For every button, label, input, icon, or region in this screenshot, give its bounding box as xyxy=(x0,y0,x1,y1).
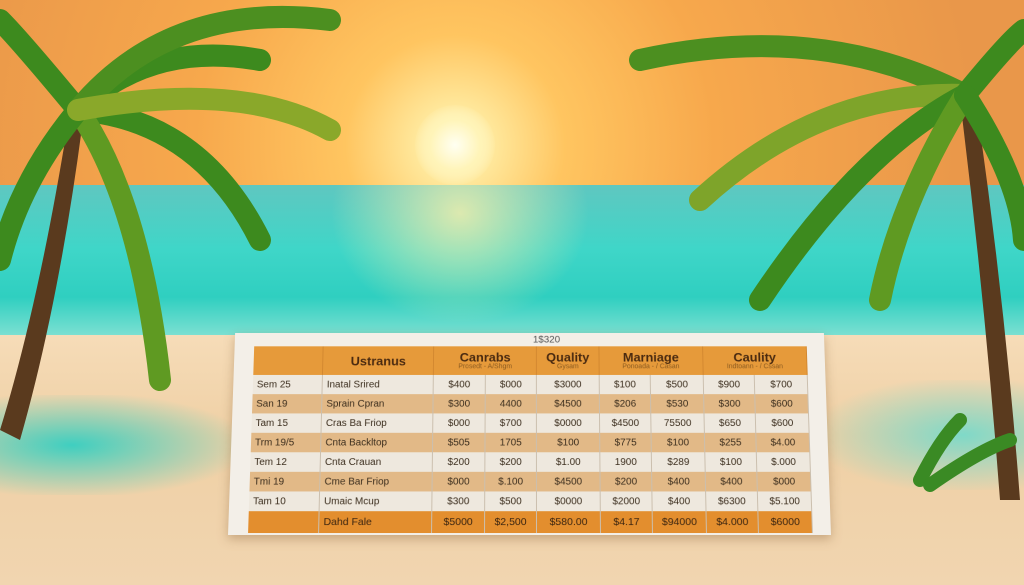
table-cell: 1705 xyxy=(484,432,537,453)
table-row: Tam 15 Cras Ba Friop $000 $700 $0000 $4500 755… xyxy=(251,413,810,433)
table-cell: Tem 12 xyxy=(250,452,321,472)
header-cell: Caulity Indtoann - / Cssan xyxy=(702,346,808,375)
table-cell: $200 xyxy=(432,452,485,472)
table-cell: Cnta Crauan xyxy=(320,452,433,472)
table-cell: $6000 xyxy=(758,511,813,534)
table-cell: Trm 19/5 xyxy=(250,432,322,453)
table-cell: $530 xyxy=(650,394,704,414)
table-row: San 19 Sprain Cpran $300 4400 $4500 $206 $530 $… xyxy=(251,394,809,414)
header-cell: Marniage Ponoada - / Casan xyxy=(598,346,704,375)
table-cell: $300 xyxy=(433,394,486,414)
table-cell: $206 xyxy=(599,394,652,414)
table-cell: Sem 25 xyxy=(252,374,323,395)
table-cell xyxy=(248,511,320,534)
board-title: 1$320 xyxy=(532,334,561,346)
palm-tree-right xyxy=(629,19,1024,500)
table-cell: $000 xyxy=(432,413,485,433)
table-cell: $2000 xyxy=(600,491,653,512)
table-cell: $.000 xyxy=(756,452,811,472)
table-cell: $100 xyxy=(599,374,651,395)
table-cell: $000 xyxy=(432,471,485,492)
table-cell: $5.100 xyxy=(757,491,812,512)
table-cell: 4400 xyxy=(484,394,537,414)
header-cell: Ustranus xyxy=(322,346,434,375)
table-cell: San 19 xyxy=(251,394,323,414)
table-cell: $1.00 xyxy=(536,452,600,472)
table-cell: $100 xyxy=(704,452,758,472)
table-cell: $700 xyxy=(754,374,808,395)
table-cell: $0000 xyxy=(536,413,600,433)
table-cell: Cnta Backltop xyxy=(320,432,433,453)
price-table: Ustranus Canrabs Prosedt - A/Shgm Quality… xyxy=(248,346,813,534)
table-cell: $500 xyxy=(484,491,537,512)
table-cell: $100 xyxy=(536,432,600,453)
table-row: Tmi 19 Cme Bar Friop $000 $.100 $4500 $200 $40… xyxy=(249,471,812,492)
table-cell: $300 xyxy=(432,491,485,512)
table-cell: $0000 xyxy=(536,491,601,512)
table-cell: Cme Bar Friop xyxy=(319,471,433,492)
table-row: Tem 12 Cnta Crauan $200 $200 $1.00 1900 $289 $1… xyxy=(250,452,811,472)
table-cell: $400 xyxy=(705,471,758,492)
table-cell: $3000 xyxy=(536,374,600,395)
palm-tree-left xyxy=(0,5,341,440)
table-cell: Umaic Mcup xyxy=(319,491,433,512)
table-cell: $4.000 xyxy=(705,511,759,534)
table-cell: $100 xyxy=(651,432,705,453)
header-cell: Quality Gysam xyxy=(536,346,600,375)
table-cell: $289 xyxy=(651,452,706,472)
table-cell: $650 xyxy=(703,413,757,433)
table-cell: $505 xyxy=(432,432,485,453)
table-cell: $4500 xyxy=(536,471,601,492)
table-cell: Tam 10 xyxy=(248,491,320,512)
table-cell: $400 xyxy=(652,491,706,512)
header-cell xyxy=(253,346,324,375)
table-cell: $6300 xyxy=(705,491,759,512)
table-cell: $4.17 xyxy=(600,511,653,534)
table-cell: 75500 xyxy=(651,413,705,433)
table-cell: $4.00 xyxy=(756,432,810,453)
sun-glare xyxy=(330,185,590,325)
table-cell: $900 xyxy=(703,374,756,395)
table-cell: $.100 xyxy=(484,471,537,492)
table-cell: $400 xyxy=(433,374,486,395)
table-cell: $580.00 xyxy=(536,511,601,534)
total-row: Dahd Fale $5000 $2,500 $580.00 $4.17 $94000 $4… xyxy=(248,511,813,534)
table-cell: $4500 xyxy=(599,413,652,433)
table-cell: $600 xyxy=(755,394,809,414)
table-cell: Sprain Cpran xyxy=(321,394,434,414)
table-cell: $600 xyxy=(755,413,810,433)
table-cell: $300 xyxy=(703,394,756,414)
table-cell: $700 xyxy=(484,413,537,433)
table-cell: Tam 15 xyxy=(251,413,322,433)
table-cell: Tmi 19 xyxy=(249,471,321,492)
table-cell: $2,500 xyxy=(484,511,537,534)
table-cell: $000 xyxy=(485,374,537,395)
table-cell: Inatal Srired xyxy=(322,374,434,395)
table-cell: $200 xyxy=(599,471,653,492)
table-cell: $775 xyxy=(599,432,652,453)
table-row: Tam 10 Umaic Mcup $300 $500 $0000 $2000 $400 $6… xyxy=(248,491,812,512)
table-row: Trm 19/5 Cnta Backltop $505 1705 $100 $775 $10… xyxy=(250,432,810,453)
shallow-water-left xyxy=(0,395,240,495)
table-cell: $000 xyxy=(757,471,812,492)
table-cell: $400 xyxy=(651,471,706,492)
header-cell: Canrabs Prosedt - A/Shgm xyxy=(433,346,537,375)
sun xyxy=(415,105,495,185)
table-cell: $200 xyxy=(484,452,537,472)
table-cell: $5000 xyxy=(431,511,485,534)
price-table-board: 1$320 Ustranus Canrabs Prosedt - A/Shgm Q… xyxy=(228,333,831,535)
table-cell: Dahd Fale xyxy=(318,511,433,534)
table-cell: Cras Ba Friop xyxy=(321,413,434,433)
table-cell: $500 xyxy=(650,374,704,395)
header-row: Ustranus Canrabs Prosedt - A/Shgm Quality… xyxy=(253,346,808,375)
table-cell: $94000 xyxy=(652,511,707,534)
table-row: Sem 25 Inatal Srired $400 $000 $3000 $100 $500… xyxy=(252,374,808,395)
table-cell: $4500 xyxy=(536,394,600,414)
table-cell: 1900 xyxy=(599,452,652,472)
table-cell: $255 xyxy=(704,432,757,453)
